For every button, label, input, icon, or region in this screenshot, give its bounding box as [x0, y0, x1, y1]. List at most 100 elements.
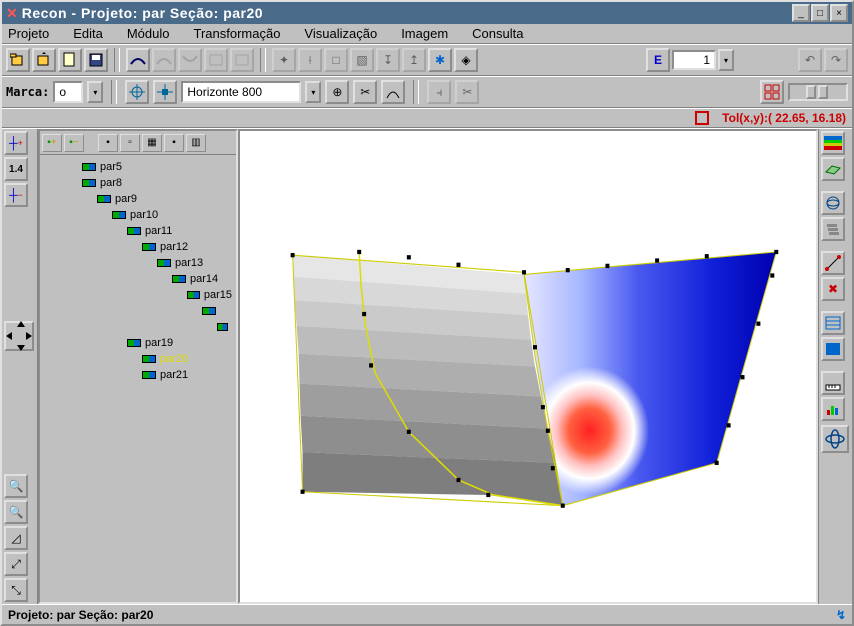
tree-body[interactable]: par5par8par9par10par11par12par13par14par… [40, 155, 236, 602]
tree-expand-icon[interactable]: ▪+ [42, 134, 62, 152]
grid-icon[interactable] [760, 80, 784, 104]
tree-node-label: par19 [143, 337, 175, 349]
shape-tool-4[interactable] [204, 48, 228, 72]
cut-tool-2[interactable]: ✂ [455, 80, 479, 104]
edit-tool-7[interactable]: ✱ [428, 48, 452, 72]
undo-icon[interactable]: ↶ [798, 48, 822, 72]
tree-item[interactable]: par15 [42, 287, 234, 303]
save-icon[interactable] [84, 48, 108, 72]
horizon-tool-1[interactable] [125, 80, 149, 104]
horizonte-dropdown[interactable]: ▾ [305, 81, 321, 103]
pan-icon[interactable] [4, 321, 34, 351]
separator [114, 48, 120, 72]
globe-icon[interactable] [821, 191, 845, 215]
tolerance-readout: Tol(x,y):( 22.65, 16.18) [722, 111, 846, 125]
menu-consulta[interactable]: Consulta [472, 26, 523, 41]
menu-imagem[interactable]: Imagem [401, 26, 448, 41]
edit-tool-5[interactable]: ↧ [376, 48, 400, 72]
zoom-in-icon[interactable]: 🔍 [4, 474, 28, 498]
maximize-button[interactable]: □ [811, 4, 829, 22]
menu-bar: Projeto Edita Módulo Transformação Visua… [2, 24, 852, 44]
open-icon[interactable] [6, 48, 30, 72]
menu-edita[interactable]: Edita [73, 26, 103, 41]
tree-item[interactable]: par13 [42, 255, 234, 271]
slider-1[interactable] [788, 83, 848, 101]
tree-btn-3[interactable]: ▦ [142, 134, 162, 152]
scale-label: 1.4 [9, 164, 23, 175]
marca-dropdown[interactable]: ▾ [87, 81, 103, 103]
target-icon[interactable]: ⊕ [325, 80, 349, 104]
menu-transformacao[interactable]: Transformação [193, 26, 280, 41]
horizon-tool-2[interactable] [153, 80, 177, 104]
element-icon[interactable]: E [646, 48, 670, 72]
chart-icon[interactable] [821, 397, 845, 421]
palette-icon[interactable] [821, 131, 845, 155]
spin-value[interactable]: 1 [672, 50, 716, 70]
tree-node-icon [142, 355, 156, 363]
tree-item[interactable]: par20 [42, 351, 234, 367]
menu-projeto[interactable]: Projeto [8, 26, 49, 41]
tree-item[interactable] [42, 319, 234, 335]
tree-btn-5[interactable]: ▥ [186, 134, 206, 152]
edit-tool-1[interactable]: ✦ [272, 48, 296, 72]
edit-tool-8[interactable]: ◈ [454, 48, 478, 72]
close-button[interactable]: × [830, 4, 848, 22]
minimize-button[interactable]: _ [792, 4, 810, 22]
tree-node-icon [142, 371, 156, 379]
horizonte-select[interactable]: Horizonte 800 [181, 81, 301, 103]
viewport[interactable] [238, 129, 818, 604]
collapse-icon[interactable]: ⤡ [4, 578, 28, 602]
scale-button[interactable]: 1.4 [4, 157, 28, 181]
tree-node-label: par8 [98, 177, 124, 189]
section-line-icon[interactable] [821, 251, 845, 275]
cut-icon[interactable]: ✂ [353, 80, 377, 104]
layers-icon[interactable] [821, 217, 845, 241]
redo-icon[interactable]: ↷ [824, 48, 848, 72]
tree-item[interactable]: par9 [42, 191, 234, 207]
tree-item[interactable]: par5 [42, 159, 234, 175]
separator [111, 80, 117, 104]
tree-btn-4[interactable]: ▪ [164, 134, 184, 152]
tree-btn-1[interactable]: ▪ [98, 134, 118, 152]
remove-node-icon[interactable]: ┼− [4, 183, 28, 207]
tree-item[interactable]: par21 [42, 367, 234, 383]
edit-tool-2[interactable]: ⟊ [298, 48, 322, 72]
mesh-view-icon[interactable] [821, 337, 845, 361]
tree-item[interactable] [42, 303, 234, 319]
new-icon[interactable] [58, 48, 82, 72]
tree-collapse-icon[interactable]: ▪− [64, 134, 84, 152]
expand-icon[interactable]: ⤢ [4, 552, 28, 576]
open2-icon[interactable] [32, 48, 56, 72]
tree-node-label: par21 [158, 369, 190, 381]
toolbar-main: ✦ ⟊ □ ▧ ↧ ↥ ✱ ◈ E 1 ▾ ↶ ↷ [2, 44, 852, 76]
view3d-icon[interactable] [821, 157, 845, 181]
tree-item[interactable]: par11 [42, 223, 234, 239]
clear-zoom-icon[interactable]: ◿ [4, 526, 28, 550]
tree-btn-2[interactable]: ▫ [120, 134, 140, 152]
shape-tool-2[interactable] [152, 48, 176, 72]
ruler-icon[interactable] [821, 371, 845, 395]
align-tool[interactable]: ⫞ [427, 80, 451, 104]
shape-tool-1[interactable] [126, 48, 150, 72]
grid-view-icon[interactable] [821, 311, 845, 335]
delete-point-icon[interactable]: ✖ [821, 277, 845, 301]
edit-tool-6[interactable]: ↥ [402, 48, 426, 72]
marca-select[interactable]: o [53, 81, 83, 103]
add-node-icon[interactable]: ┼+ [4, 131, 28, 155]
shape-tool-5[interactable] [230, 48, 254, 72]
tree-item[interactable]: par10 [42, 207, 234, 223]
edit-tool-3[interactable]: □ [324, 48, 348, 72]
shape-tool-3[interactable] [178, 48, 202, 72]
menu-modulo[interactable]: Módulo [127, 26, 170, 41]
orbit-icon[interactable] [821, 425, 849, 453]
tree-node-label: par20 [158, 353, 190, 365]
edit-tool-4[interactable]: ▧ [350, 48, 374, 72]
tree-item[interactable]: par19 [42, 335, 234, 351]
zoom-out-icon[interactable]: 🔍 [4, 500, 28, 524]
tree-item[interactable]: par14 [42, 271, 234, 287]
spin-dropdown[interactable]: ▾ [718, 49, 734, 71]
menu-visualizacao[interactable]: Visualização [304, 26, 377, 41]
tree-item[interactable]: par8 [42, 175, 234, 191]
curve-icon[interactable] [381, 80, 405, 104]
tree-item[interactable]: par12 [42, 239, 234, 255]
